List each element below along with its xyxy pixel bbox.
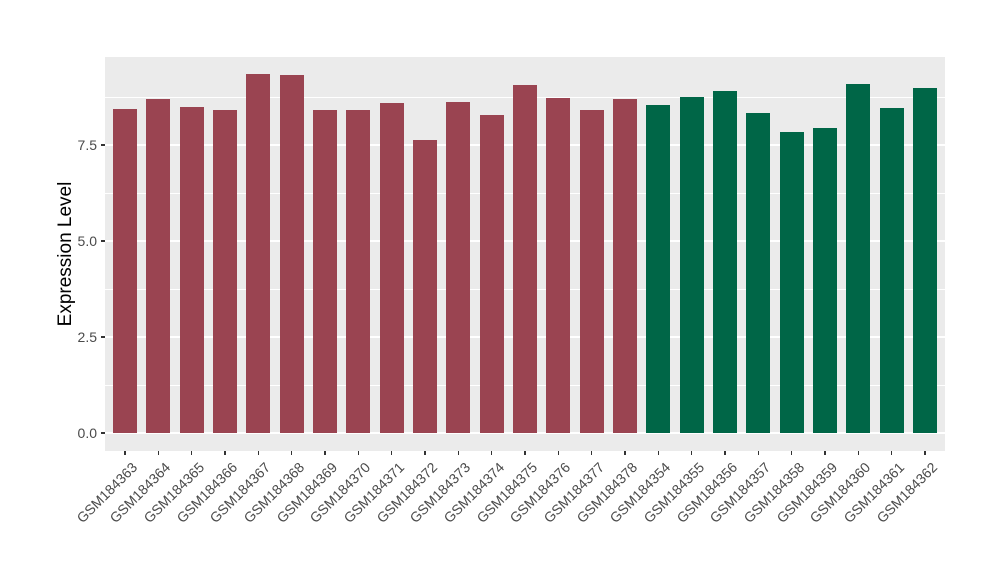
bar-GSM184368 <box>279 75 304 433</box>
y-tick-mark <box>101 144 105 146</box>
bar-GSM184360 <box>846 83 871 433</box>
x-tick-mark <box>390 451 393 455</box>
x-tick-mark <box>624 451 626 455</box>
bar-GSM184359 <box>813 127 837 433</box>
x-tick-mark <box>257 451 260 455</box>
x-tick-mark <box>324 451 326 455</box>
bar-GSM184374 <box>479 115 504 433</box>
bar-GSM184378 <box>613 98 637 433</box>
bar-GSM184371 <box>379 102 404 433</box>
y-tick-mark <box>101 336 105 338</box>
bar-GSM184366 <box>213 110 237 433</box>
x-tick-mark <box>524 451 526 455</box>
x-tick-mark <box>790 451 793 455</box>
bar-GSM184364 <box>146 98 171 433</box>
bar-GSM184369 <box>313 110 337 433</box>
major-gridline <box>105 432 945 434</box>
x-tick-mark <box>590 451 593 455</box>
x-tick-mark <box>824 451 826 455</box>
bar-GSM184357 <box>746 112 771 433</box>
bar-GSM184372 <box>413 139 437 433</box>
bar-GSM184358 <box>779 132 804 433</box>
bar-GSM184362 <box>913 88 937 433</box>
x-tick-mark <box>657 451 660 455</box>
x-tick-mark <box>890 451 893 455</box>
x-tick-mark <box>857 451 860 455</box>
y-tick-label: 5.0 <box>77 233 97 249</box>
bar-GSM184355 <box>679 96 704 433</box>
bar-GSM184363 <box>113 108 137 433</box>
x-tick-mark <box>757 451 760 455</box>
x-tick-mark <box>157 451 160 455</box>
x-tick-mark <box>124 451 126 455</box>
y-tick-label: 2.5 <box>77 329 97 345</box>
y-axis-title: Expression Level <box>55 181 76 327</box>
x-tick-mark <box>357 451 360 455</box>
x-tick-mark <box>690 451 693 455</box>
y-tick-label: 7.5 <box>77 137 97 153</box>
x-tick-mark <box>190 451 193 455</box>
x-tick-mark <box>924 451 926 455</box>
x-tick-mark <box>557 451 560 455</box>
x-tick-mark <box>457 451 460 455</box>
x-tick-mark <box>724 451 726 455</box>
y-tick-mark <box>101 240 105 242</box>
x-tick-mark <box>490 451 493 455</box>
bar-GSM184377 <box>579 109 604 433</box>
bar-GSM184370 <box>346 110 371 433</box>
bar-GSM184375 <box>513 85 537 433</box>
x-tick-mark <box>424 451 426 455</box>
bar-GSM184361 <box>879 107 904 433</box>
bar-GSM184365 <box>179 106 204 433</box>
bar-GSM184356 <box>713 91 737 433</box>
x-tick-mark <box>224 451 226 455</box>
bar-GSM184354 <box>646 105 671 433</box>
plot-panel <box>105 57 945 451</box>
bar-GSM184376 <box>546 98 571 433</box>
bar-GSM184367 <box>246 74 271 433</box>
x-tick-mark <box>290 451 293 455</box>
bar-GSM184373 <box>446 102 471 433</box>
y-tick-label: 0.0 <box>77 425 97 441</box>
y-tick-mark <box>101 432 105 434</box>
